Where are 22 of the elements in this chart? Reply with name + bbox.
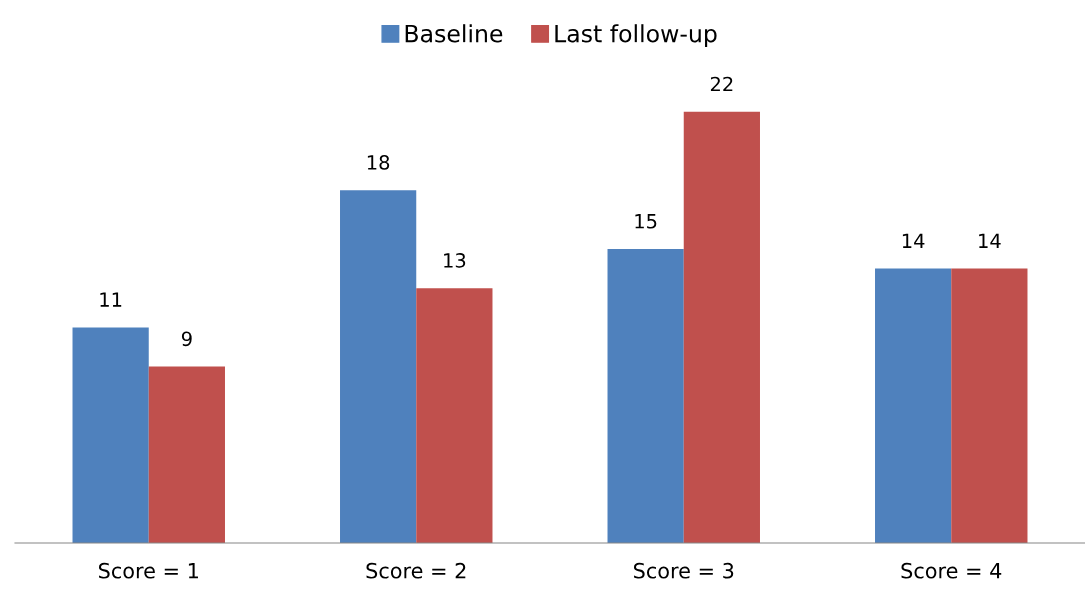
bar	[875, 268, 952, 543]
x-tick-label: Score = 1	[98, 562, 198, 579]
data-label: 18	[367, 155, 390, 170]
bar	[607, 249, 684, 543]
bar	[72, 327, 149, 543]
data-label: 11	[100, 292, 122, 307]
bar	[416, 288, 493, 543]
x-tick-label: Score = 2	[366, 562, 466, 579]
bar	[951, 268, 1028, 543]
data-label: 14	[979, 233, 1001, 248]
legend-label: Last follow-up	[555, 24, 717, 48]
data-label: 14	[902, 233, 925, 248]
legend-label: Baseline	[405, 24, 503, 43]
data-label: 22	[710, 76, 733, 92]
data-label: 15	[635, 214, 657, 229]
bar	[340, 190, 417, 543]
bar	[683, 111, 760, 543]
data-label: 9	[181, 331, 192, 347]
x-tick-label: Score = 4	[901, 562, 1002, 579]
x-tick-label: Score = 3	[633, 562, 734, 579]
data-label: 13	[444, 253, 466, 268]
bar	[148, 366, 225, 543]
